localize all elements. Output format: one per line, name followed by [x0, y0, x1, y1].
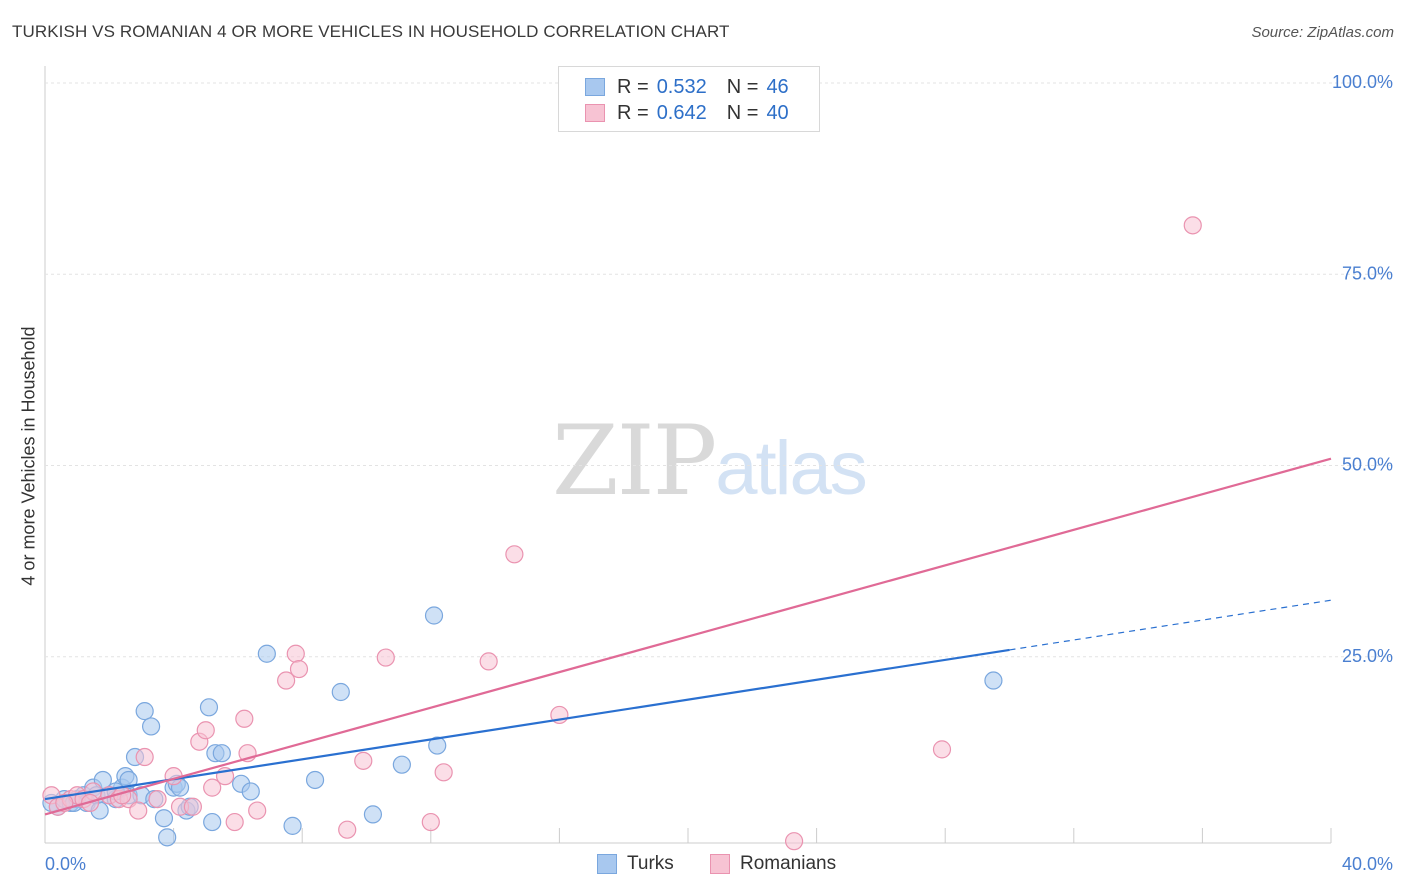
point-turks	[135, 702, 154, 721]
x-tick-label: 40.0%	[1342, 854, 1393, 874]
legend-n-value: 40	[766, 101, 789, 124]
legend-n-label: N =	[726, 75, 759, 98]
point-turks	[363, 805, 383, 824]
bottom-legend-romanians: Romanians	[710, 852, 836, 876]
point-romanians	[434, 763, 453, 782]
point-turks	[212, 744, 231, 763]
source-label: Source: ZipAtlas.com	[1251, 24, 1394, 41]
y-tick-label: 100.0%	[1332, 72, 1393, 92]
point-romanians	[248, 801, 267, 820]
point-turks	[424, 606, 444, 625]
bottom-legend-label-romanians: Romanians	[740, 853, 837, 874]
point-turks	[984, 671, 1003, 690]
bottom-legend-swatch-turks	[597, 854, 617, 874]
point-romanians	[376, 648, 395, 667]
legend-r-label: R =	[617, 101, 649, 124]
legend-row-turks: R = 0.532 N = 46	[585, 75, 789, 99]
point-turks	[154, 809, 174, 828]
point-turks	[428, 736, 447, 755]
legend-swatch-turks	[585, 78, 605, 96]
watermark-zip: ZIP	[552, 405, 717, 517]
legend: R = 0.532 N = 46 R = 0.642 N = 40	[558, 66, 820, 132]
watermark-atlas: atlas	[715, 426, 868, 511]
point-turks	[119, 770, 138, 790]
legend-n-label: N =	[726, 101, 759, 124]
point-turks	[305, 770, 325, 790]
point-romanians	[932, 740, 952, 759]
point-romanians	[135, 747, 154, 767]
point-romanians	[338, 820, 357, 839]
point-romanians	[286, 644, 305, 663]
point-romanians	[203, 778, 222, 797]
legend-r-value: 0.642	[656, 101, 707, 124]
point-turks	[141, 717, 161, 736]
y-axis-label: 4 or more Vehicles in Household	[18, 326, 39, 586]
legend-r-value: 0.532	[656, 75, 707, 98]
legend-r-label: R =	[617, 75, 649, 98]
point-turks	[283, 816, 302, 835]
point-romanians	[784, 832, 804, 851]
chart-title: TURKISH VS ROMANIAN 4 OR MORE VEHICLES I…	[12, 22, 730, 41]
point-turks	[392, 755, 411, 774]
point-romanians	[183, 797, 202, 816]
point-romanians	[277, 671, 296, 690]
point-romanians	[479, 652, 498, 671]
bottom-legend-swatch-romanians	[710, 854, 730, 874]
y-tick-label: 75.0%	[1342, 263, 1393, 283]
point-romanians	[196, 721, 215, 740]
watermark: ZIPatlas	[552, 405, 868, 517]
y-tick-label: 50.0%	[1342, 455, 1393, 475]
point-turks	[158, 828, 177, 847]
point-turks	[331, 682, 350, 702]
point-romanians	[225, 812, 244, 832]
point-romanians	[1183, 216, 1202, 235]
point-turks	[203, 812, 222, 832]
point-romanians	[354, 751, 373, 770]
point-romanians	[148, 789, 167, 809]
point-turks	[199, 698, 219, 717]
x-tick-label: 0.0%	[45, 854, 86, 874]
point-romanians	[421, 812, 440, 832]
point-romanians	[129, 801, 148, 820]
point-turks	[257, 644, 276, 663]
trend-extension-turks	[1009, 599, 1332, 651]
point-romanians	[505, 545, 524, 564]
legend-n-value: 46	[766, 75, 789, 98]
point-romanians	[235, 709, 254, 728]
trend-line-romanians	[44, 457, 1332, 816]
bottom-legend-turks: Turks	[597, 852, 674, 876]
legend-row-romanians: R = 0.642 N = 40	[585, 101, 789, 125]
bottom-legend-label-turks: Turks	[627, 853, 674, 874]
y-tick-label: 25.0%	[1342, 646, 1393, 666]
trend-line-turks	[44, 648, 1010, 801]
point-turks	[241, 782, 260, 801]
legend-swatch-romanians	[585, 104, 605, 122]
point-romanians	[289, 659, 309, 679]
